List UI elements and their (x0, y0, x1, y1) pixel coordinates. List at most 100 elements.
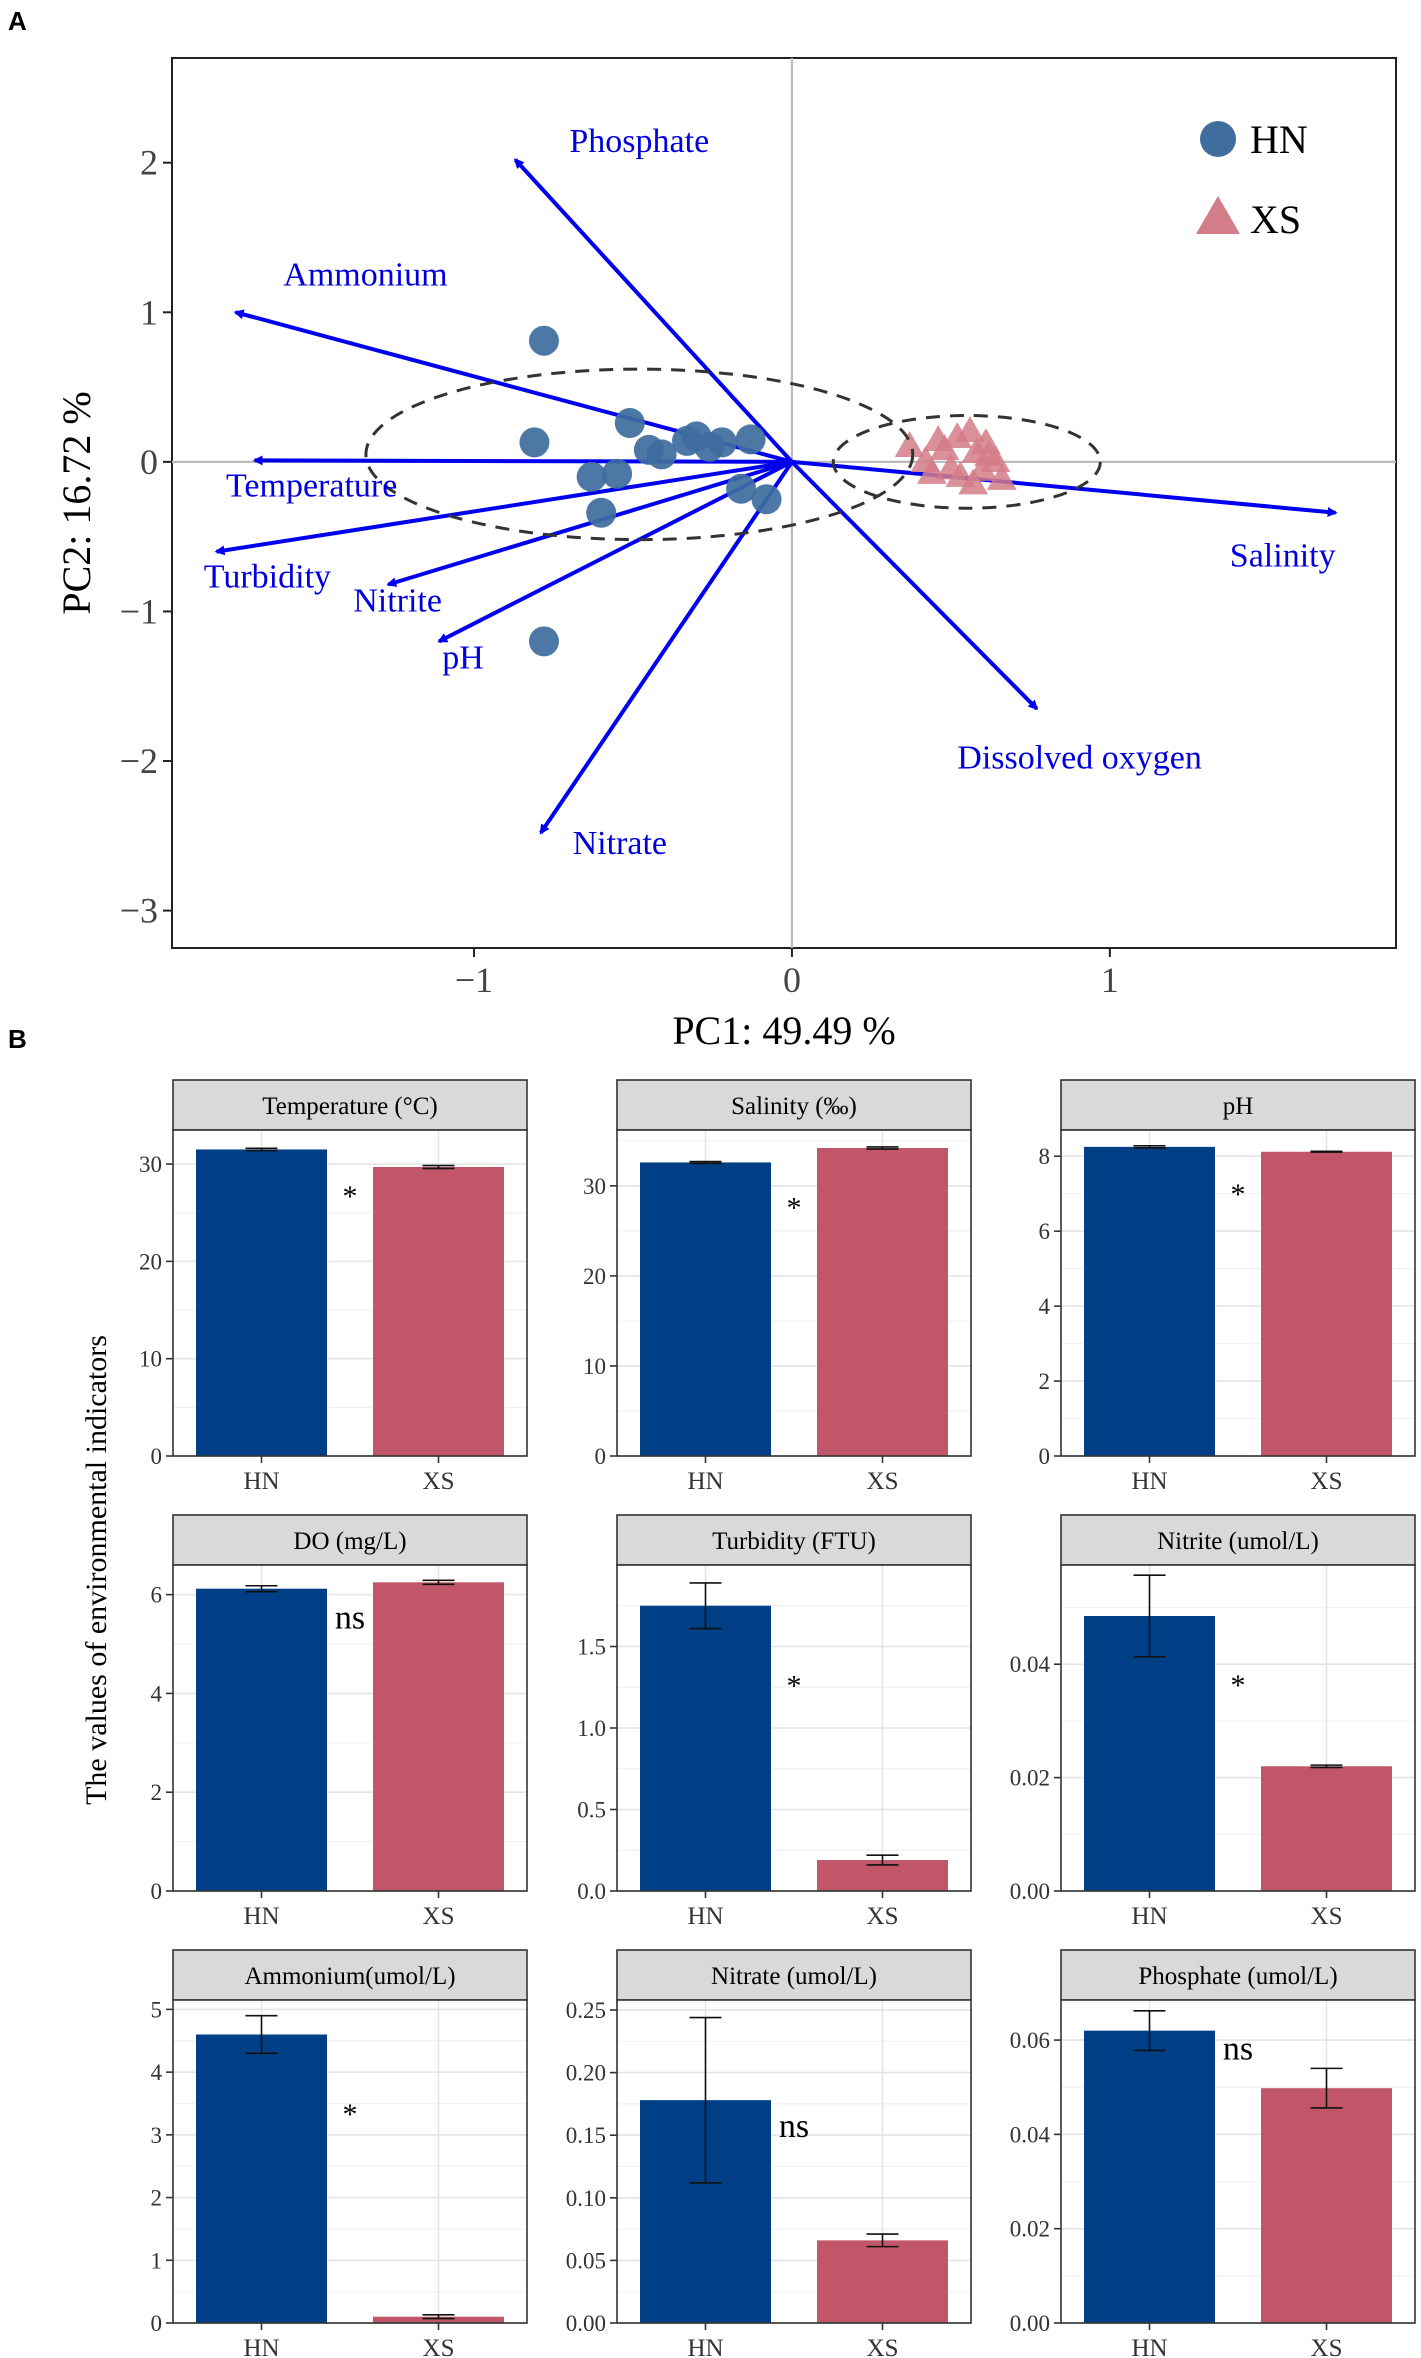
panel-label-a: A (8, 6, 27, 36)
x-tick-label-xs: XS (423, 1903, 455, 1930)
significance-label: * (787, 1669, 802, 1702)
y-tick-label: 0.06 (1010, 2028, 1050, 2053)
bar-panel-turbidity-ftu: Turbidity (FTU) * 0.0 0.5 1.0 1.5 HN XS (577, 1514, 972, 1930)
loading-label-nitrite: Nitrite (353, 582, 442, 619)
y-tick-label: 10 (139, 1347, 162, 1372)
bar-xs (1261, 2088, 1392, 2323)
x-tick-label-xs: XS (867, 1903, 899, 1930)
bar-panel-ammonium-umol-l: Ammonium(umol/L) * 0 1 2 3 4 5 HN XS (151, 1949, 528, 2358)
loading-label-turbidity: Turbidity (204, 559, 331, 596)
panel-label-b: B (8, 1024, 27, 1054)
x-tick-label-xs: XS (867, 1468, 899, 1495)
bar-hn (640, 1162, 771, 1456)
loading-label-ph: pH (442, 639, 484, 676)
y-tick-label: 30 (139, 1152, 162, 1177)
x-tick-label-hn: HN (243, 2335, 279, 2358)
y-tick-label: 0.0 (577, 1879, 606, 1904)
error-bar-xs (866, 1854, 899, 1866)
loading-arrow-nitrate (539, 460, 794, 835)
bar-panel-salinity: Salinity (‰) * 0 10 20 30 HN XS (583, 1079, 972, 1495)
panel-frame (1060, 1999, 1416, 2324)
panel-strip (172, 1079, 528, 1131)
loading-label-phosphate: Phosphate (569, 123, 709, 160)
legend-label-xs: XS (1250, 197, 1301, 242)
panel-strip-title: pH (1223, 1093, 1254, 1120)
panel-strip (172, 1949, 528, 2001)
point-hn (707, 427, 738, 458)
x-tick-label-hn: HN (687, 1903, 723, 1930)
panel-strip (1060, 1079, 1416, 1131)
panel-frame (172, 1129, 528, 1457)
point-hn (519, 427, 550, 458)
y-tick-label: 0.04 (1010, 1652, 1051, 1677)
y-tick-label: 6 (151, 1583, 163, 1608)
error-bar-hn (245, 2014, 278, 2055)
bar-xs (817, 2240, 948, 2323)
y-tick-label: 5 (151, 1997, 163, 2022)
y-tick-label: 0.10 (566, 2186, 606, 2211)
error-bar-hn (689, 2016, 722, 2184)
bar-panel-nitrite-umol-l: Nitrite (umol/L) * 0.00 0.02 0.04 HN XS (1010, 1514, 1416, 1930)
pca-x-tick-label: 1 (1101, 960, 1119, 1000)
legend-label-hn: HN (1250, 117, 1308, 162)
error-bar-hn (689, 1582, 722, 1630)
error-bar-xs (866, 1146, 899, 1150)
pca-x-tick-label: −1 (455, 960, 493, 1000)
y-tick-label: 0.02 (1010, 1766, 1050, 1791)
x-tick-label-hn: HN (687, 2335, 723, 2358)
error-bar-hn (1133, 1574, 1166, 1658)
pca-y-axis-label: PC2: 16.72 % (54, 391, 99, 614)
significance-label: ns (779, 2108, 809, 2145)
loading-arrow-salinity (791, 459, 1338, 517)
panel-strip (616, 1949, 972, 2001)
y-tick-label: 0.00 (1010, 1879, 1050, 1904)
pca-x-axis-label: PC1: 49.49 % (672, 1008, 895, 1053)
error-bar-xs (1310, 2067, 1343, 2109)
panel-strip-title: Temperature (°C) (262, 1093, 438, 1120)
y-tick-label: 1 (151, 2248, 163, 2273)
y-tick-label: 0.02 (1010, 2217, 1050, 2242)
pca-plot-frame (171, 57, 1397, 949)
loading-label-temperature: Temperature (226, 467, 397, 504)
y-tick-label: 20 (583, 1264, 606, 1289)
x-tick-label-xs: XS (1311, 1903, 1343, 1930)
point-xs (958, 468, 989, 495)
y-tick-label: 0.05 (566, 2248, 606, 2273)
bar-hn (1084, 1146, 1215, 1456)
point-hn (751, 484, 782, 515)
loading-arrow-temperature (252, 455, 792, 466)
y-tick-label: 4 (151, 2060, 163, 2085)
pca-legend: HN XS (1196, 117, 1308, 242)
y-tick-label: 20 (139, 1249, 162, 1274)
loading-label-nitrate: Nitrate (573, 825, 667, 862)
significance-label: ns (1223, 2031, 1253, 2068)
error-bar-xs (866, 2233, 899, 2248)
x-tick-label-xs: XS (423, 1468, 455, 1495)
bar-hn (196, 1149, 327, 1456)
y-tick-label: 3 (151, 2123, 163, 2148)
y-tick-label: 1.5 (577, 1635, 606, 1660)
pca-y-tick-label: −3 (120, 891, 158, 931)
error-bar-xs (1310, 1150, 1343, 1153)
panel-strip-title: Nitrate (umol/L) (711, 1963, 877, 1990)
error-bar-xs (1310, 1764, 1343, 1769)
bar-panel-phosphate-umol-l: Phosphate (umol/L) ns 0.00 0.02 0.04 0.06 HN XS (1010, 1949, 1416, 2358)
y-tick-label: 0 (151, 2311, 163, 2336)
point-hn (735, 424, 766, 455)
y-tick-label: 0 (151, 1879, 163, 1904)
point-xs (967, 455, 998, 481)
point-hn (646, 439, 677, 470)
bar-xs (373, 1582, 504, 1891)
point-hn (726, 473, 757, 504)
x-tick-label-hn: HN (687, 1468, 723, 1495)
bar-xs (1261, 1151, 1392, 1456)
significance-label: * (1231, 1178, 1246, 1211)
y-tick-label: 1.0 (577, 1716, 606, 1741)
error-bar-xs (422, 1579, 455, 1586)
panel-strip-title: Nitrite (umol/L) (1157, 1528, 1319, 1555)
y-tick-label: 0 (1039, 1444, 1051, 1469)
bar-hn (196, 1588, 327, 1891)
significance-label: * (343, 1180, 358, 1213)
y-tick-label: 0 (595, 1444, 607, 1469)
